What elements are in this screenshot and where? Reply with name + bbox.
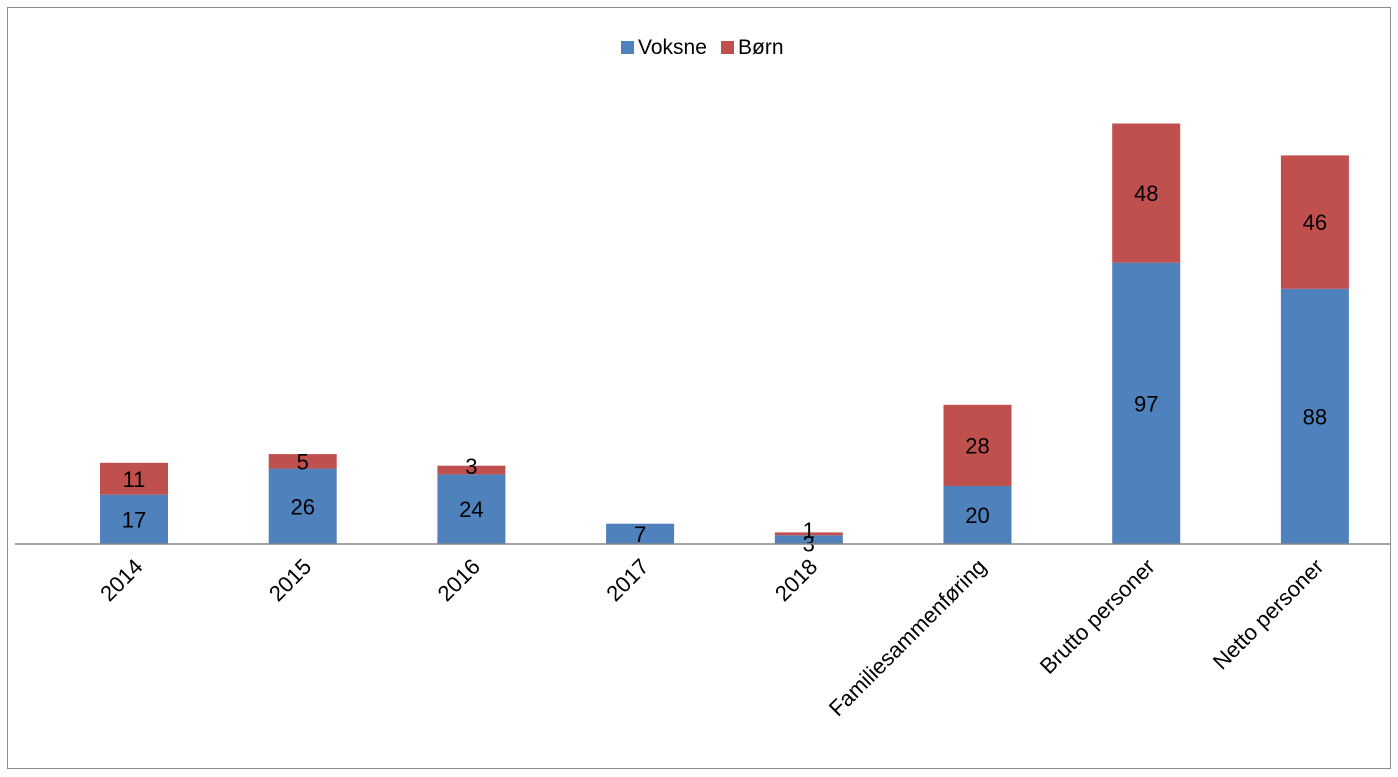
bars <box>100 123 1349 544</box>
data-label-børn-1: 5 <box>297 449 309 474</box>
x-tick-label-5: Familiesammenføring <box>824 554 991 721</box>
data-label-voksne-3: 7 <box>634 522 646 547</box>
x-tick-label-6: Brutto personer <box>1035 554 1160 679</box>
bar-børn-2 <box>437 465 506 475</box>
data-label-børn-2: 3 <box>465 454 477 479</box>
bar-børn-0 <box>100 462 168 495</box>
bar-voksne-1 <box>268 468 337 544</box>
bar-voksne-2 <box>437 474 506 544</box>
legend: Voksne Børn <box>621 36 784 59</box>
data-label-voksne-7: 88 <box>1303 404 1327 429</box>
legend-label-voksne: Voksne <box>638 36 707 59</box>
bar-børn-6 <box>1112 123 1181 263</box>
x-tick-label-7: Netto personer <box>1208 554 1329 675</box>
bar-børn-1 <box>268 454 337 469</box>
data-label-voksne-0: 17 <box>122 507 146 532</box>
bar-voksne-4 <box>774 535 843 544</box>
legend-swatch-voksne <box>621 41 634 54</box>
data-label-voksne-2: 24 <box>459 497 483 522</box>
legend-swatch-børn <box>721 41 734 54</box>
x-tick-label-0: 2014 <box>95 554 147 606</box>
data-label-børn-5: 28 <box>965 433 989 458</box>
x-tick-label-3: 2017 <box>601 554 653 606</box>
bar-voksne-0 <box>100 494 168 544</box>
data-label-børn-4: 1 <box>803 518 815 543</box>
bar-børn-5 <box>943 404 1012 486</box>
data-label-voksne-6: 97 <box>1134 391 1158 416</box>
data-label-voksne-1: 26 <box>290 494 314 519</box>
x-tick-label-1: 2015 <box>264 554 316 606</box>
bar-børn-4 <box>774 532 843 536</box>
data-label-voksne-5: 20 <box>965 503 989 528</box>
x-tick-labels: 2014 2015 2016 2017 2018 Familiesammenføring B… <box>95 554 1328 721</box>
bar-voksne-3 <box>606 523 675 544</box>
bar-børn-7 <box>1280 155 1349 289</box>
x-tick-label-4: 2018 <box>770 554 822 606</box>
legend-label-børn: Børn <box>738 36 784 59</box>
data-label-børn-0: 11 <box>123 467 146 492</box>
data-label-børn-7: 46 <box>1303 210 1327 235</box>
data-label-børn-6: 48 <box>1134 181 1158 206</box>
bar-voksne-5 <box>943 486 1012 544</box>
x-tick-label-2: 2016 <box>433 554 485 606</box>
bar-voksne-6 <box>1112 262 1181 544</box>
bar-voksne-7 <box>1280 288 1349 544</box>
